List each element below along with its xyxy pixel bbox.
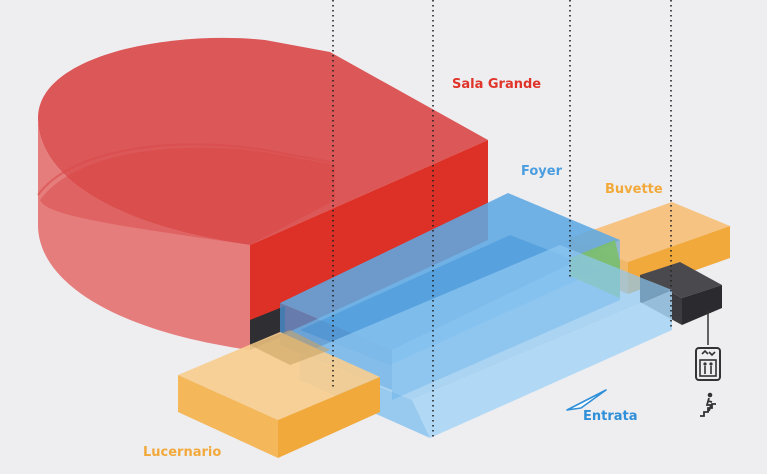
lift-shaft-top	[640, 262, 722, 298]
label-buvette: Buvette	[605, 182, 663, 197]
entrata-top-face	[300, 245, 672, 400]
label-lucernario: Lucernario	[143, 445, 221, 460]
stairs-icon	[700, 392, 716, 417]
sala-grande-volume	[37, 37, 488, 350]
label-foyer: Foyer	[521, 164, 563, 179]
lucernario-volume	[178, 330, 380, 458]
sala-grande-inner-face	[40, 147, 335, 245]
lucernario-foyer-overlap	[250, 330, 330, 365]
elevator-icon	[695, 347, 721, 381]
sala-grande-curved-side	[38, 118, 250, 350]
lucernario-top-face	[178, 332, 380, 420]
guide-lines	[332, 0, 672, 438]
entrata-front-face	[412, 290, 672, 438]
lift-shaft-front	[682, 285, 722, 325]
label-sala-grande: Sala Grande	[452, 77, 541, 92]
sala-grande-base-shadow	[250, 306, 285, 350]
lucernario-front-face	[278, 377, 380, 458]
sala-grande-inner-curve	[37, 143, 331, 196]
label-entrata: Entrata	[583, 409, 638, 424]
entrance-arrow-icon	[566, 389, 607, 411]
sala-grande-top-face	[38, 37, 488, 245]
lucernario-left-face	[178, 375, 278, 458]
